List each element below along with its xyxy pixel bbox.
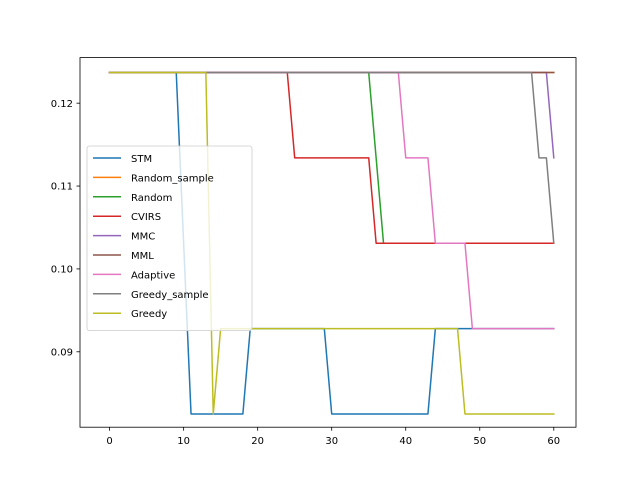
legend-item: CVIRS xyxy=(93,212,161,223)
y-axis: 0.09 0.10 0.11 0.12 xyxy=(51,99,80,358)
legend-label: CVIRS xyxy=(131,212,161,223)
legend-label: MML xyxy=(131,251,154,262)
legend-label: STM xyxy=(131,154,152,165)
legend-label: Adaptive xyxy=(131,270,175,281)
legend-box xyxy=(86,145,253,332)
plot-frame xyxy=(79,57,577,428)
legend-item: Random_sample xyxy=(93,173,214,184)
legend-item: STM xyxy=(93,154,152,165)
y-tick-label: 0.11 xyxy=(51,182,73,193)
legend-item: Greedy xyxy=(93,309,167,320)
legend-label: MMC xyxy=(131,232,155,243)
legend-label: Greedy xyxy=(131,309,167,320)
legend-item: Adaptive xyxy=(93,270,175,281)
x-tick-label: 0 xyxy=(106,436,112,447)
legend-label: Greedy_sample xyxy=(131,290,209,301)
legend-label: Random xyxy=(131,193,172,204)
legend-item: Random xyxy=(93,193,172,204)
legend-item: MMC xyxy=(93,232,155,243)
legend: STM Random_sample Random CVIRS MMC MML Adaptiv… xyxy=(86,145,253,332)
series-line-greedy-sample xyxy=(108,71,555,245)
legend-label: Random_sample xyxy=(131,173,214,184)
y-tick-label: 0.12 xyxy=(51,99,73,110)
legend-item: MML xyxy=(93,251,154,262)
y-tick-label: 0.10 xyxy=(51,265,73,276)
x-tick-label: 30 xyxy=(325,436,338,447)
x-tick-label: 40 xyxy=(399,436,412,447)
x-axis: 0 10 20 30 40 50 60 xyxy=(106,427,560,447)
x-tick-label: 10 xyxy=(177,436,190,447)
y-tick-label: 0.09 xyxy=(51,347,73,358)
series-line-adaptive xyxy=(108,71,555,330)
x-tick-label: 50 xyxy=(473,436,486,447)
x-tick-label: 20 xyxy=(251,436,264,447)
legend-item: Greedy_sample xyxy=(93,290,209,301)
x-tick-label: 60 xyxy=(547,436,560,447)
